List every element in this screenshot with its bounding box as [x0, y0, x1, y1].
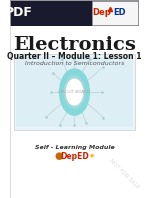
- FancyBboxPatch shape: [10, 0, 139, 26]
- Text: CIRCUIT BOARD: CIRCUIT BOARD: [58, 90, 91, 94]
- FancyBboxPatch shape: [92, 1, 138, 25]
- Text: Electronics: Electronics: [13, 36, 136, 53]
- Text: ★: ★: [88, 153, 94, 159]
- Circle shape: [65, 78, 84, 106]
- Text: Quarter II – Module 1: Lesson 1: Quarter II – Module 1: Lesson 1: [7, 52, 142, 61]
- Circle shape: [59, 68, 90, 116]
- Circle shape: [63, 75, 86, 109]
- Text: DepED: DepED: [60, 152, 89, 161]
- Text: PDF: PDF: [5, 6, 32, 19]
- FancyBboxPatch shape: [14, 54, 135, 130]
- Text: NOT FOR SALE: NOT FOR SALE: [108, 158, 140, 190]
- Text: Introduction to Semiconductors: Introduction to Semiconductors: [25, 61, 124, 66]
- Text: ●: ●: [55, 151, 63, 161]
- Text: Dep: Dep: [92, 8, 111, 17]
- Text: Self - Learning Module: Self - Learning Module: [35, 145, 114, 150]
- Text: ED: ED: [114, 8, 126, 17]
- FancyBboxPatch shape: [16, 57, 133, 127]
